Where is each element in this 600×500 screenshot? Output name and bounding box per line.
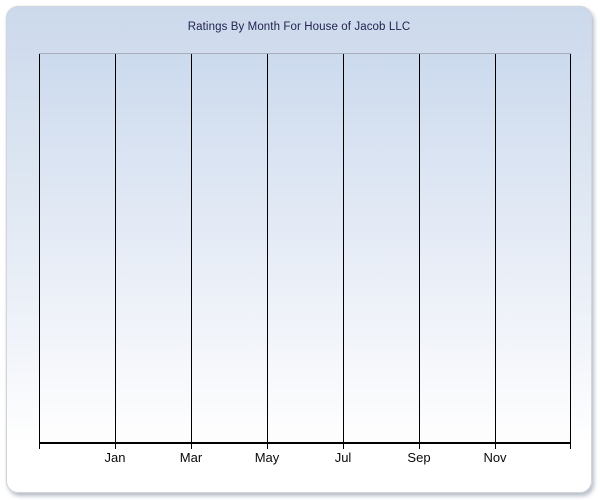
gridline [191, 54, 192, 444]
x-tick-mark [343, 444, 344, 449]
x-tick-label: Nov [483, 450, 507, 465]
gridline [495, 54, 496, 444]
x-tick-label: Mar [179, 450, 203, 465]
x-axis-line [39, 442, 571, 444]
x-tick-label: May [254, 450, 280, 465]
chart-title: Ratings By Month For House of Jacob LLC [187, 21, 411, 33]
x-tick-mark [570, 444, 571, 449]
x-tick-mark [115, 444, 116, 449]
gridline [39, 54, 40, 444]
x-tick-mark [191, 444, 192, 449]
plot-area [39, 53, 571, 449]
gridline [570, 54, 571, 444]
x-tick-mark [39, 444, 40, 449]
x-tick-label: Jul [334, 450, 352, 465]
x-tick-label: Sep [407, 450, 431, 465]
x-tick-mark [267, 444, 268, 449]
x-tick-mark [495, 444, 496, 449]
plot-top-border [39, 53, 571, 54]
gridline [419, 54, 420, 444]
gridline [343, 54, 344, 444]
chart-window: Ratings By Month For House of Jacob LLC … [6, 6, 592, 493]
x-tick-mark [419, 444, 420, 449]
gridline [267, 54, 268, 444]
x-tick-label: Jan [104, 450, 126, 465]
gridline [115, 54, 116, 444]
